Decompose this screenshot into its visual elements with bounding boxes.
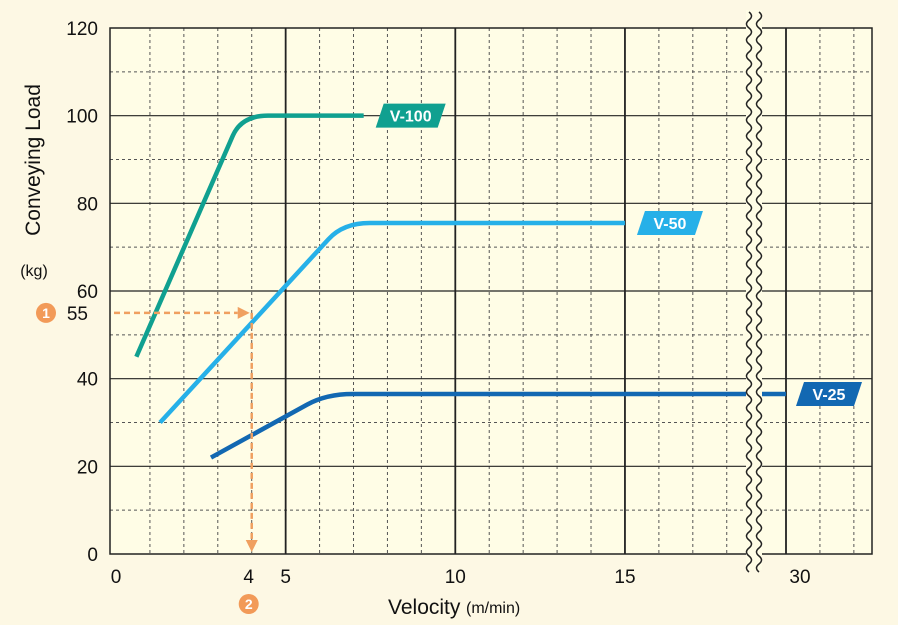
y-axis-unit: (kg) bbox=[20, 263, 48, 280]
annotation-x-value: 4 bbox=[243, 567, 254, 588]
y-tick-label: 80 bbox=[77, 194, 98, 215]
series-labels: V-100 V-50 V-25 bbox=[375, 103, 862, 407]
y-tick-label: 120 bbox=[66, 19, 98, 40]
x-tick-label: 30 bbox=[789, 567, 810, 588]
annotation-badge-1-number: 1 bbox=[42, 305, 50, 321]
y-axis-title: Conveying Load bbox=[22, 84, 45, 236]
axis-break bbox=[745, 10, 763, 573]
series-tag-v-25: V-25 bbox=[796, 382, 862, 407]
x-tick-label: 5 bbox=[280, 567, 291, 588]
y-tick-label: 20 bbox=[77, 457, 98, 478]
annotation-vertical-arrowhead bbox=[245, 540, 258, 552]
x-tick-label: 0 bbox=[111, 567, 122, 588]
series-tag-label: V-25 bbox=[813, 387, 846, 404]
series-line-v-25 bbox=[209, 391, 786, 460]
y-tick-label: 60 bbox=[77, 282, 98, 303]
y-tick-labels: 0 20 40 60 80 100 120 bbox=[66, 19, 98, 566]
series-tag-v-100: V-100 bbox=[375, 103, 446, 128]
y-tick-label: 0 bbox=[87, 545, 98, 566]
x-axis-unit: (m/min) bbox=[466, 600, 520, 617]
series-layer bbox=[134, 113, 786, 460]
series-tag-bg bbox=[796, 382, 862, 407]
series-line-v-100 bbox=[134, 113, 364, 358]
annotation-badge-1 bbox=[36, 302, 56, 323]
series-tag-bg bbox=[636, 211, 703, 236]
series-tag-bg bbox=[375, 103, 446, 128]
annotation-layer: 1 55 4 2 bbox=[36, 302, 259, 614]
annotation-horizontal-arrowhead bbox=[237, 306, 250, 319]
x-axis-title: Velocity bbox=[388, 596, 461, 619]
annotation-badge-2 bbox=[238, 594, 259, 614]
x-tick-labels: 0 5 10 15 30 bbox=[111, 567, 811, 588]
y-tick-label: 100 bbox=[66, 107, 98, 128]
annotation-badge-2-number: 2 bbox=[245, 596, 253, 612]
major-gridlines bbox=[110, 28, 872, 554]
series-tag-label: V-50 bbox=[653, 216, 686, 233]
series-tag-label: V-100 bbox=[390, 109, 432, 126]
x-tick-label: 10 bbox=[445, 567, 466, 588]
series-line-v-50 bbox=[158, 220, 625, 425]
annotation-y-value: 55 bbox=[67, 304, 88, 325]
x-tick-label: 15 bbox=[614, 567, 635, 588]
y-tick-label: 40 bbox=[77, 370, 98, 391]
plot-border bbox=[109, 27, 873, 555]
series-tag-v-50: V-50 bbox=[636, 211, 703, 236]
